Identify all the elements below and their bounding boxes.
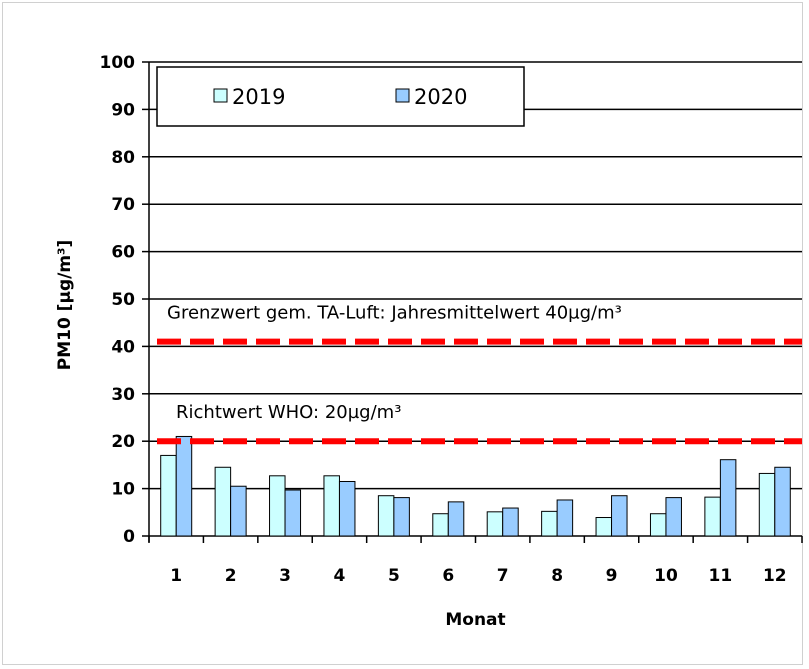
bar-2020-3: [284, 489, 302, 537]
bar-2019-5: [377, 495, 395, 537]
legend-label-2019: 2019: [232, 85, 285, 109]
bar-2019-6: [432, 513, 449, 537]
x-tick-label-11: 11: [709, 566, 733, 586]
bar-2019-4: [323, 475, 340, 537]
legend-swatch-2020: [395, 88, 410, 103]
bar-2019-8: [541, 510, 558, 537]
y-tick-label-40: 40: [111, 337, 135, 357]
x-tick-label-3: 3: [279, 566, 291, 586]
legend-label-2020: 2020: [414, 85, 467, 109]
bar-2019-12: [758, 472, 776, 537]
x-tick-label-10: 10: [654, 566, 678, 586]
x-tick-label-2: 2: [225, 566, 237, 586]
reference-label-0: Grenzwert gem. TA-Luft: Jahresmittelwert…: [167, 303, 622, 324]
y-tick-label-90: 90: [111, 100, 135, 120]
bar-2019-11: [704, 496, 721, 537]
reference-label-1: Richtwert WHO: 20µg/m³: [176, 402, 401, 423]
x-tick-label-9: 9: [606, 566, 618, 586]
x-tick-label-5: 5: [388, 566, 400, 586]
x-tick-label-4: 4: [334, 566, 346, 586]
bar-2019-2: [214, 466, 232, 537]
bar-2020-2: [230, 485, 247, 537]
bar-2020-11: [719, 459, 737, 537]
y-tick-label-70: 70: [111, 195, 135, 215]
bar-2020-1: [175, 435, 193, 537]
bar-2020-4: [338, 480, 356, 537]
x-tick-label-12: 12: [763, 566, 787, 586]
x-tick-label-1: 1: [170, 566, 182, 586]
bar-2019-7: [486, 511, 504, 537]
x-tick-label-7: 7: [497, 566, 509, 586]
bar-2019-3: [269, 475, 286, 537]
x-tick-label-6: 6: [442, 566, 454, 586]
bar-2020-10: [665, 497, 682, 537]
legend-swatch-2019: [213, 88, 228, 103]
y-tick-label-50: 50: [111, 290, 135, 310]
y-axis-title: PM10 [µg/m³]: [55, 240, 75, 371]
y-tick-label-10: 10: [111, 480, 135, 500]
y-tick-label-100: 100: [100, 53, 136, 73]
y-tick-label-20: 20: [111, 432, 135, 452]
y-tick-label-60: 60: [111, 243, 135, 263]
bar-2019-10: [649, 513, 667, 537]
x-tick-label-8: 8: [551, 566, 563, 586]
y-tick-label-80: 80: [111, 148, 135, 168]
bar-2019-9: [595, 517, 613, 537]
bar-2020-8: [556, 499, 574, 537]
bar-2020-6: [447, 501, 465, 537]
y-tick-label-0: 0: [123, 527, 135, 547]
bar-2020-7: [502, 507, 519, 537]
bar-2019-1: [160, 454, 177, 537]
y-tick-label-30: 30: [111, 385, 135, 405]
bar-2020-9: [611, 495, 628, 537]
bar-2020-12: [774, 466, 791, 537]
x-axis-title: Monat: [445, 610, 505, 630]
legend-box: [156, 66, 525, 127]
bar-2020-5: [393, 497, 410, 537]
